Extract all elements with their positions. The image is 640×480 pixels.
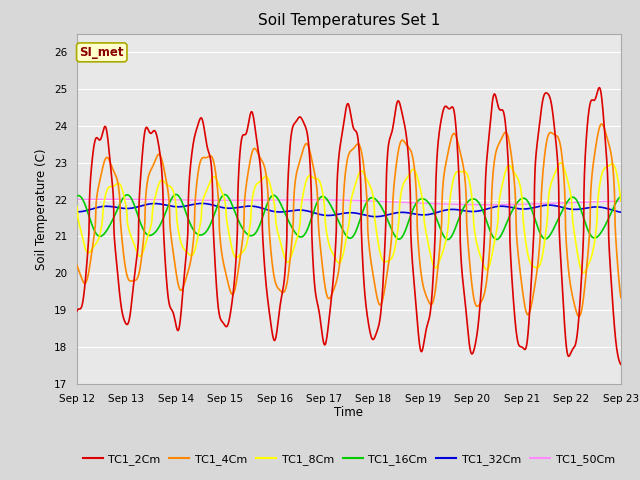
X-axis label: Time: Time — [334, 407, 364, 420]
Text: SI_met: SI_met — [79, 46, 124, 59]
Legend: TC1_2Cm, TC1_4Cm, TC1_8Cm, TC1_16Cm, TC1_32Cm, TC1_50Cm: TC1_2Cm, TC1_4Cm, TC1_8Cm, TC1_16Cm, TC1… — [78, 450, 620, 469]
Title: Soil Temperatures Set 1: Soil Temperatures Set 1 — [258, 13, 440, 28]
Y-axis label: Soil Temperature (C): Soil Temperature (C) — [35, 148, 48, 270]
